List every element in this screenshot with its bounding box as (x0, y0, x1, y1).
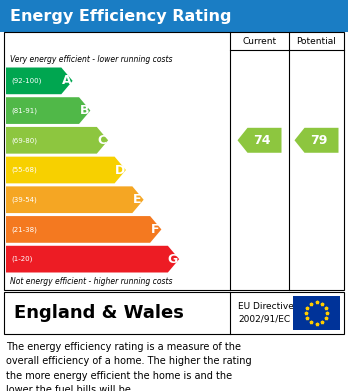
Text: G: G (168, 253, 178, 265)
Bar (0, 0, 348, 32)
Text: (69-80): (69-80) (11, 137, 37, 143)
Polygon shape (6, 187, 144, 213)
Text: C: C (97, 134, 106, 147)
Polygon shape (6, 216, 161, 243)
Text: D: D (114, 163, 125, 176)
Text: (1-20): (1-20) (11, 256, 32, 262)
Text: Current: Current (243, 36, 277, 45)
Text: (55-68): (55-68) (11, 167, 37, 173)
Bar (4, 32, 344, 290)
Text: B: B (79, 104, 89, 117)
Polygon shape (6, 157, 126, 183)
Polygon shape (6, 246, 179, 273)
Polygon shape (294, 128, 339, 153)
Polygon shape (6, 97, 90, 124)
Polygon shape (6, 68, 73, 94)
Text: F: F (151, 223, 159, 236)
Text: Energy Efficiency Rating: Energy Efficiency Rating (10, 9, 231, 23)
Text: (39-54): (39-54) (11, 196, 37, 203)
Text: (81-91): (81-91) (11, 107, 37, 114)
Bar (293, 296, 340, 330)
Text: Not energy efficient - higher running costs: Not energy efficient - higher running co… (10, 278, 173, 287)
Text: The energy efficiency rating is a measure of the
overall efficiency of a home. T: The energy efficiency rating is a measur… (6, 342, 252, 391)
Text: England & Wales: England & Wales (14, 304, 184, 322)
Polygon shape (237, 128, 282, 153)
Text: A: A (62, 74, 71, 87)
Polygon shape (6, 127, 108, 154)
Bar (4, 292, 344, 334)
Text: (21-38): (21-38) (11, 226, 37, 233)
Text: E: E (133, 193, 142, 206)
Text: Very energy efficient - lower running costs: Very energy efficient - lower running co… (10, 56, 173, 65)
Text: (92-100): (92-100) (11, 77, 41, 84)
Text: EU Directive
2002/91/EC: EU Directive 2002/91/EC (238, 302, 294, 324)
Text: 74: 74 (253, 134, 270, 147)
Text: Potential: Potential (296, 36, 337, 45)
Text: 79: 79 (310, 134, 327, 147)
